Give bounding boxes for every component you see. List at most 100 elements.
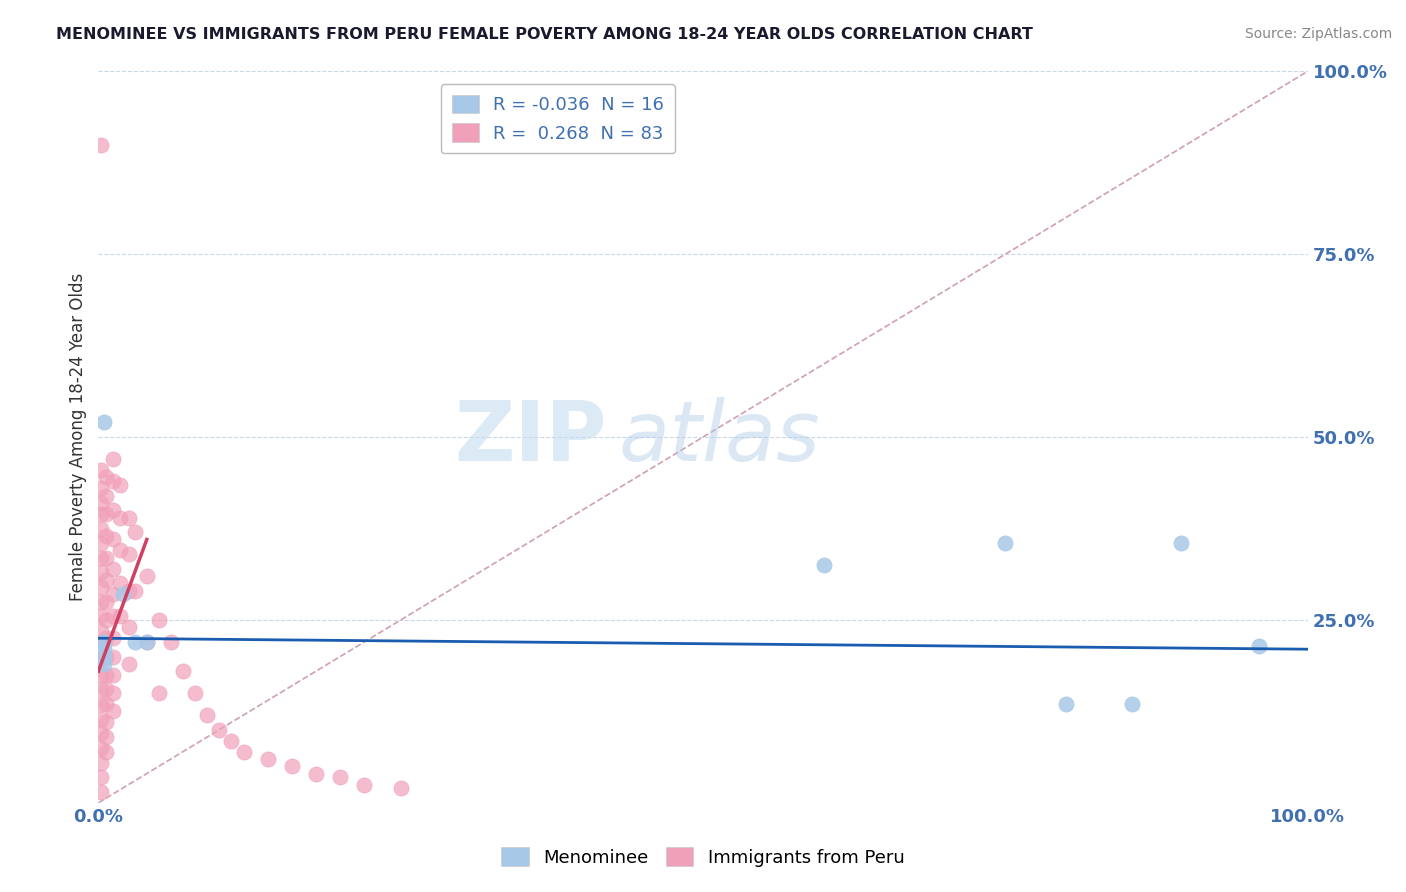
Point: [118, 510, 141, 524]
Point: [221, 733, 243, 747]
Point: [1054, 697, 1077, 711]
Point: [118, 547, 141, 561]
Point: [195, 708, 218, 723]
Point: [90, 770, 112, 784]
Point: [101, 667, 124, 681]
Point: [90, 609, 112, 624]
Point: [90, 624, 112, 638]
Point: [172, 664, 194, 678]
Point: [108, 609, 131, 624]
Point: [994, 536, 1017, 550]
Y-axis label: Female Poverty Among 18-24 Year Olds: Female Poverty Among 18-24 Year Olds: [69, 273, 87, 601]
Point: [305, 766, 328, 780]
Point: [90, 580, 112, 594]
Point: [90, 481, 112, 495]
Point: [94, 715, 117, 730]
Point: [135, 635, 157, 649]
Point: [90, 594, 112, 608]
Point: [90, 697, 112, 711]
Point: [124, 635, 146, 649]
Point: [118, 583, 141, 598]
Point: [94, 507, 117, 521]
Point: [329, 770, 352, 784]
Point: [118, 620, 141, 634]
Point: [94, 470, 117, 484]
Point: [101, 533, 124, 547]
Point: [101, 474, 124, 488]
Point: [90, 682, 112, 697]
Point: [94, 573, 117, 587]
Point: [90, 463, 112, 477]
Point: [101, 632, 124, 646]
Point: [93, 649, 115, 664]
Point: [90, 639, 112, 653]
Point: [93, 657, 115, 671]
Point: [101, 452, 124, 467]
Point: [281, 759, 304, 773]
Text: atlas: atlas: [619, 397, 820, 477]
Point: [101, 705, 124, 719]
Point: [94, 594, 117, 608]
Point: [94, 649, 117, 664]
Point: [94, 667, 117, 681]
Point: [124, 525, 146, 540]
Point: [101, 609, 124, 624]
Point: [90, 137, 112, 152]
Point: [389, 781, 412, 796]
Point: [90, 521, 112, 535]
Point: [90, 667, 112, 681]
Point: [94, 529, 117, 543]
Point: [94, 697, 117, 711]
Point: [148, 686, 170, 700]
Text: MENOMINEE VS IMMIGRANTS FROM PERU FEMALE POVERTY AMONG 18-24 YEAR OLDS CORRELATI: MENOMINEE VS IMMIGRANTS FROM PERU FEMALE…: [56, 27, 1033, 42]
Point: [93, 635, 115, 649]
Point: [90, 653, 112, 667]
Point: [90, 536, 112, 550]
Point: [1121, 697, 1143, 711]
Point: [94, 632, 117, 646]
Point: [101, 649, 124, 664]
Point: [160, 635, 183, 649]
Point: [94, 745, 117, 759]
Point: [1249, 639, 1271, 653]
Point: [135, 635, 157, 649]
Point: [94, 682, 117, 697]
Point: [135, 569, 157, 583]
Point: [90, 507, 112, 521]
Point: [353, 778, 375, 792]
Point: [232, 745, 254, 759]
Point: [108, 576, 131, 591]
Point: [111, 587, 134, 601]
Point: [90, 496, 112, 510]
Point: [94, 489, 117, 503]
Point: [101, 587, 124, 601]
Point: [208, 723, 231, 737]
Point: [94, 613, 117, 627]
Point: [1170, 536, 1192, 550]
Point: [93, 416, 115, 430]
Point: [94, 550, 117, 565]
Text: Source: ZipAtlas.com: Source: ZipAtlas.com: [1244, 27, 1392, 41]
Point: [101, 686, 124, 700]
Point: [101, 503, 124, 517]
Point: [93, 642, 115, 657]
Point: [108, 477, 131, 491]
Point: [148, 613, 170, 627]
Point: [90, 785, 112, 799]
Point: [108, 543, 131, 558]
Point: [90, 726, 112, 740]
Point: [94, 730, 117, 744]
Legend: Menominee, Immigrants from Peru: Menominee, Immigrants from Peru: [495, 840, 911, 874]
Point: [90, 566, 112, 580]
Point: [90, 550, 112, 565]
Point: [108, 510, 131, 524]
Point: [118, 657, 141, 671]
Point: [184, 686, 207, 700]
Text: ZIP: ZIP: [454, 397, 606, 477]
Point: [256, 752, 278, 766]
Point: [90, 712, 112, 726]
Point: [101, 562, 124, 576]
Legend: R = -0.036  N = 16, R =  0.268  N = 83: R = -0.036 N = 16, R = 0.268 N = 83: [441, 84, 675, 153]
Point: [90, 756, 112, 770]
Point: [813, 558, 835, 573]
